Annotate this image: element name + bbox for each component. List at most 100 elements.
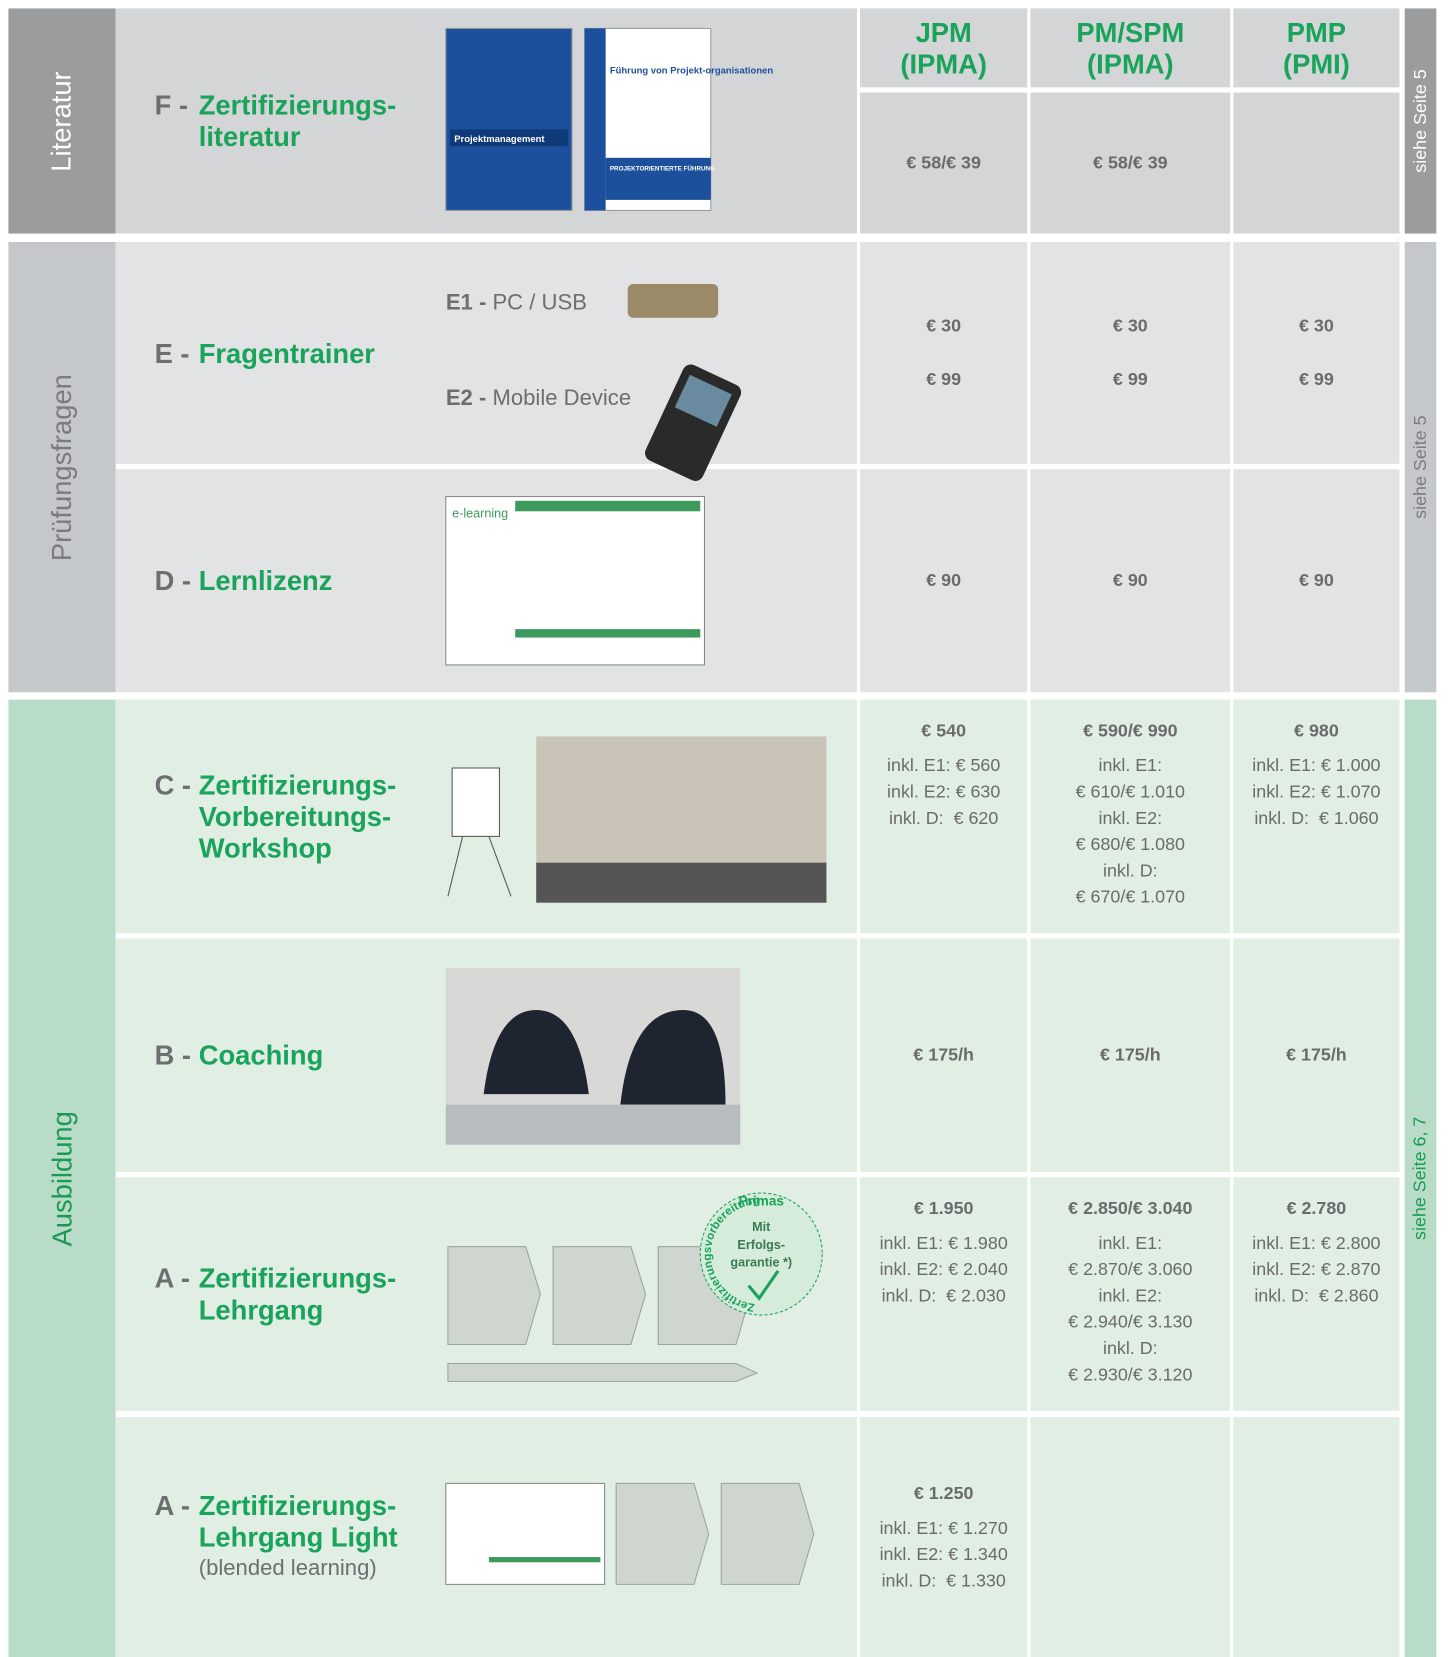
- price: € 30: [1112, 315, 1148, 336]
- price: € 175/h: [1099, 1044, 1161, 1065]
- price-detail: inkl. E2: € 2.870: [1252, 1259, 1381, 1280]
- price-detail: inkl. D: € 1.330: [881, 1570, 1006, 1591]
- row-title: A - Zertifizierungs- Lehrgang: [155, 1177, 442, 1411]
- book-title: Projektmanagement: [454, 134, 545, 145]
- price-detail: € 670/€ 1.070: [1075, 886, 1185, 907]
- price: € 90: [1112, 570, 1148, 591]
- book-band: [450, 129, 568, 147]
- price-detail: inkl. D: € 2.030: [881, 1285, 1006, 1306]
- flipchart-legs: [447, 836, 512, 897]
- badge-center: Mit: [752, 1220, 771, 1234]
- usb-stick: [627, 284, 719, 318]
- price-detail: inkl. E1:: [1098, 755, 1163, 776]
- title-line: literatur: [155, 121, 442, 153]
- phone-screen: [674, 374, 732, 427]
- price: € 540: [921, 720, 967, 741]
- row-image: Projektmanagement Führung von Projekt-org…: [445, 27, 773, 211]
- row-image: [445, 1482, 815, 1585]
- price-detail: inkl. D:: [1102, 1338, 1158, 1359]
- row-title-text: Zertifizierungs-: [198, 89, 397, 121]
- sub-item-label: PC / USB: [492, 290, 587, 315]
- row-code: B -: [154, 1039, 192, 1071]
- price-detail: € 2.940/€ 3.130: [1068, 1311, 1193, 1332]
- sub-item: E1 - PC / USB: [446, 290, 587, 315]
- price-detail: inkl. D:: [1102, 860, 1158, 881]
- title-line: D - Lernlizenz: [155, 565, 442, 597]
- badge: [699, 1192, 823, 1316]
- price-cell: [1030, 1417, 1231, 1657]
- row-image: [447, 736, 827, 903]
- price: € 2.850/€ 3.040: [1068, 1198, 1193, 1219]
- screenshot-bar: [515, 629, 701, 638]
- price-detail: inkl. E2:: [1098, 1285, 1163, 1306]
- price-cell: € 58/€ 39: [860, 92, 1028, 234]
- price: € 2.780: [1286, 1198, 1347, 1219]
- screenshot-bar: [515, 500, 701, 512]
- row-code: A -: [154, 1262, 191, 1295]
- process-arrow: [615, 1482, 710, 1585]
- column-header-line: PMP: [1286, 16, 1347, 48]
- row-title-text: Zertifizierungs-: [198, 1489, 397, 1522]
- column-header: PMP (PMI): [1233, 8, 1400, 88]
- column-header-line: (IPMA): [1087, 47, 1174, 80]
- title-line: Lehrgang Light: [155, 1521, 442, 1553]
- title-line: F - Zertifizierungs-: [155, 89, 442, 121]
- price-detail: inkl. E2: € 1.340: [879, 1544, 1008, 1565]
- column-header-line: (IPMA): [900, 47, 987, 80]
- flipchart: [451, 767, 500, 837]
- column-header-line: PM/SPM: [1076, 16, 1185, 48]
- row-image: [445, 967, 741, 1145]
- row-image: e-learning: [445, 496, 705, 666]
- title-line: B - Coaching: [155, 1039, 442, 1071]
- row-code: D -: [154, 564, 192, 597]
- price: € 99: [926, 369, 962, 390]
- title-line: A - Zertifizierungs-: [155, 1262, 442, 1294]
- title-line: A - Zertifizierungs-: [155, 1490, 442, 1522]
- row-code: F -: [154, 89, 188, 121]
- price: € 175/h: [1286, 1044, 1347, 1065]
- price-detail: inkl. E2: € 1.070: [1252, 781, 1381, 802]
- row-code: C -: [154, 769, 192, 801]
- price-detail: inkl. E1: € 1.980: [879, 1233, 1008, 1254]
- price-cell: € 175/h: [860, 938, 1028, 1172]
- row-title-text: Fragentrainer: [198, 337, 375, 369]
- row-title-text: Vorbereitungs-: [198, 800, 392, 833]
- price-detail: inkl. E1: € 1.000: [1252, 755, 1381, 776]
- price: € 90: [1299, 570, 1334, 591]
- row-image: [627, 284, 742, 481]
- title-line: C - Zertifizierungs-: [155, 769, 442, 801]
- row-title: A - Zertifizierungs- Lehrgang Light (blende…: [155, 1417, 442, 1657]
- section-label: Prüfungsfragen: [8, 241, 116, 693]
- price-detail: inkl. E1: € 1.270: [879, 1518, 1008, 1539]
- price-cell: € 1.250 inkl. E1: € 1.270 inkl. E2: € 1.34…: [860, 1417, 1028, 1657]
- price: € 175/h: [913, 1044, 974, 1065]
- price-cell: € 980 inkl. E1: € 1.000 inkl. E2: € 1.070 i…: [1233, 699, 1400, 934]
- row-background: [115, 241, 857, 464]
- section-label: Literatur: [8, 8, 116, 234]
- price: € 99: [1299, 369, 1334, 390]
- price-cell: € 590/€ 990 inkl. E1: € 610/€ 1.010 inkl. E…: [1030, 699, 1231, 934]
- price-cell: [1233, 92, 1400, 234]
- price-detail: inkl. E1: € 2.800: [1252, 1233, 1381, 1254]
- price-detail: inkl. D: € 1.060: [1254, 807, 1379, 828]
- row-title: D - Lernlizenz: [155, 469, 442, 692]
- price-detail: inkl. D: € 620: [889, 807, 999, 828]
- price-detail: inkl. E2: € 630: [887, 781, 1001, 802]
- row-title-text: Lehrgang Light: [198, 1521, 398, 1553]
- row-title: B - Coaching: [155, 938, 442, 1172]
- row-title-text: Workshop: [198, 832, 332, 864]
- price: € 980: [1294, 720, 1339, 741]
- price: € 58/€ 39: [1093, 152, 1168, 173]
- price-cell: € 1.950 inkl. E1: € 1.980 inkl. E2: € 2.04…: [860, 1177, 1028, 1411]
- column-header-line: (PMI): [1282, 47, 1350, 80]
- row-title-text: Coaching: [198, 1039, 324, 1071]
- section-reference: siehe Seite 5: [1404, 8, 1437, 234]
- row-title-text: Lehrgang: [198, 1294, 324, 1326]
- price-cell: [1233, 1417, 1400, 1657]
- sub-item: E2 - Mobile Device: [446, 386, 631, 411]
- price: € 58/€ 39: [906, 152, 981, 173]
- photo-people: [483, 1009, 726, 1105]
- title-line: Vorbereitungs-: [155, 801, 442, 833]
- row-title: E - Fragentrainer: [155, 242, 442, 464]
- price-cell: € 30 € 99: [1030, 241, 1231, 464]
